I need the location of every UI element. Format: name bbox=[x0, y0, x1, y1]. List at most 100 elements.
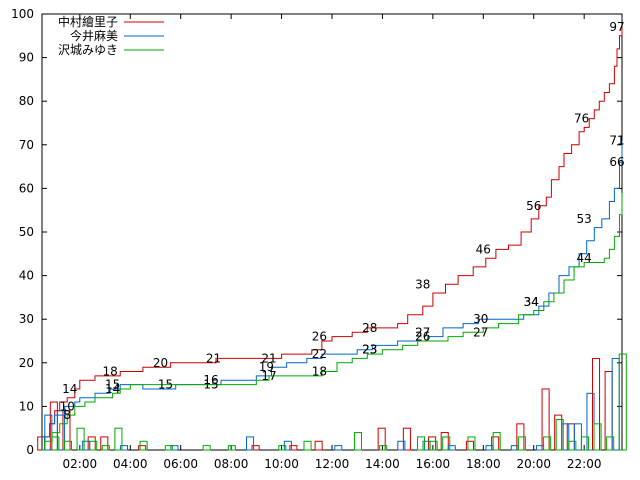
legend-label: 沢城みゆき bbox=[58, 43, 118, 57]
hourly-bar bbox=[101, 445, 110, 451]
legend-label: 今井麻美 bbox=[70, 28, 118, 43]
data-label: 20 bbox=[153, 356, 168, 370]
data-label: 66 bbox=[609, 155, 624, 169]
y-tick-label: 30 bbox=[19, 312, 34, 326]
hourly-bar bbox=[467, 436, 476, 451]
hourly-bar bbox=[51, 436, 60, 451]
cumulative-line bbox=[42, 192, 623, 451]
hourly-bar bbox=[618, 353, 627, 451]
data-label: 15 bbox=[203, 378, 218, 392]
hourly-bar bbox=[492, 432, 501, 451]
hourly-bar bbox=[164, 445, 173, 451]
x-tick-label: 08:00 bbox=[214, 457, 249, 471]
hourly-bar bbox=[56, 410, 65, 451]
hourly-bar bbox=[334, 445, 343, 451]
data-label: 10 bbox=[60, 399, 75, 413]
data-label: 22 bbox=[312, 347, 327, 361]
hourly-bar bbox=[246, 436, 255, 451]
y-tick-label: 70 bbox=[19, 138, 34, 152]
hourly-bar bbox=[580, 436, 589, 451]
cumulative-line bbox=[42, 140, 623, 451]
hourly-bar bbox=[314, 440, 323, 451]
data-label: 19 bbox=[259, 360, 274, 374]
y-tick-label: 100 bbox=[11, 7, 34, 21]
data-label: 18 bbox=[102, 365, 117, 379]
data-label: 16 bbox=[203, 373, 218, 387]
x-tick-label: 04:00 bbox=[113, 457, 148, 471]
hourly-bar bbox=[561, 423, 570, 451]
x-tick-label: 22:00 bbox=[567, 457, 602, 471]
data-label: 34 bbox=[524, 295, 539, 309]
data-label: 14 bbox=[62, 382, 77, 396]
hourly-bar bbox=[543, 436, 552, 451]
hourly-bar bbox=[442, 436, 451, 451]
data-label: 34 bbox=[524, 295, 539, 309]
hourly-bar bbox=[593, 423, 602, 451]
y-tick-label: 20 bbox=[19, 356, 34, 370]
data-label: 8 bbox=[63, 408, 71, 422]
y-axis: 0 10 20 30 40 50 60 70 80 90 100 bbox=[11, 7, 622, 457]
data-label: 27 bbox=[473, 325, 488, 339]
y-tick-label: 10 bbox=[19, 399, 34, 413]
hourly-bar bbox=[517, 436, 526, 451]
data-label: 14 bbox=[105, 382, 120, 396]
hourly-bar bbox=[139, 440, 148, 451]
hourly-bar bbox=[63, 440, 73, 451]
data-label: 26 bbox=[312, 330, 327, 344]
data-label: 30 bbox=[473, 312, 488, 326]
data-label: 23 bbox=[362, 343, 377, 357]
hourly-bar bbox=[606, 436, 615, 451]
y-tick-label: 60 bbox=[19, 181, 34, 195]
hourly-bar bbox=[416, 436, 426, 451]
hourly-bar bbox=[37, 436, 46, 451]
hourly-bars bbox=[37, 353, 627, 451]
x-tick-label: 12:00 bbox=[315, 457, 350, 471]
data-label: 18 bbox=[312, 365, 327, 379]
data-label: 21 bbox=[206, 351, 221, 365]
x-tick-label: 02:00 bbox=[63, 457, 98, 471]
data-label: 23 bbox=[362, 343, 377, 357]
hourly-bar bbox=[89, 440, 98, 451]
hourly-bar bbox=[447, 445, 456, 451]
hourly-bar bbox=[611, 357, 620, 451]
hourly-bar bbox=[251, 445, 260, 451]
hourly-bar bbox=[568, 440, 577, 451]
data-label: 56 bbox=[526, 199, 541, 213]
hourly-bar bbox=[289, 445, 298, 451]
y-tick-label: 40 bbox=[19, 269, 34, 283]
data-label: 44 bbox=[577, 251, 592, 265]
x-tick-label: 10:00 bbox=[264, 457, 299, 471]
data-label: 27 bbox=[415, 325, 430, 339]
hourly-bar bbox=[555, 418, 564, 451]
data-label: 71 bbox=[609, 133, 624, 147]
data-label: 46 bbox=[476, 242, 491, 256]
data-label: 97 bbox=[609, 20, 624, 34]
legend-label: 中村繪里子 bbox=[58, 14, 118, 29]
x-tick-label: 18:00 bbox=[466, 457, 501, 471]
y-tick-label: 80 bbox=[19, 94, 34, 108]
hourly-bar bbox=[429, 440, 438, 451]
x-axis: 02:00 04:00 06:00 08:00 10:00 12:00 14:00 16:00… bbox=[63, 14, 602, 471]
hourly-bar bbox=[303, 440, 312, 451]
data-label: 28 bbox=[362, 321, 377, 335]
hourly-bar bbox=[114, 427, 123, 451]
hourly-bar bbox=[402, 427, 411, 451]
hourly-bar bbox=[170, 445, 179, 451]
cumulative-lines bbox=[42, 27, 623, 451]
y-tick-label: 0 bbox=[26, 443, 34, 457]
hourly-bar bbox=[397, 440, 406, 451]
hourly-bar bbox=[119, 445, 128, 451]
hourly-bar bbox=[202, 445, 211, 451]
hourly-bar bbox=[227, 445, 236, 451]
x-tick-label: 06:00 bbox=[163, 457, 198, 471]
data-label: 76 bbox=[574, 112, 589, 126]
cumulative-line bbox=[42, 27, 623, 451]
y-tick-label: 50 bbox=[19, 225, 34, 239]
data-label: 15 bbox=[105, 378, 120, 392]
data-label: 26 bbox=[415, 330, 430, 344]
x-tick-label: 14:00 bbox=[365, 457, 400, 471]
data-label: 15 bbox=[158, 378, 173, 392]
